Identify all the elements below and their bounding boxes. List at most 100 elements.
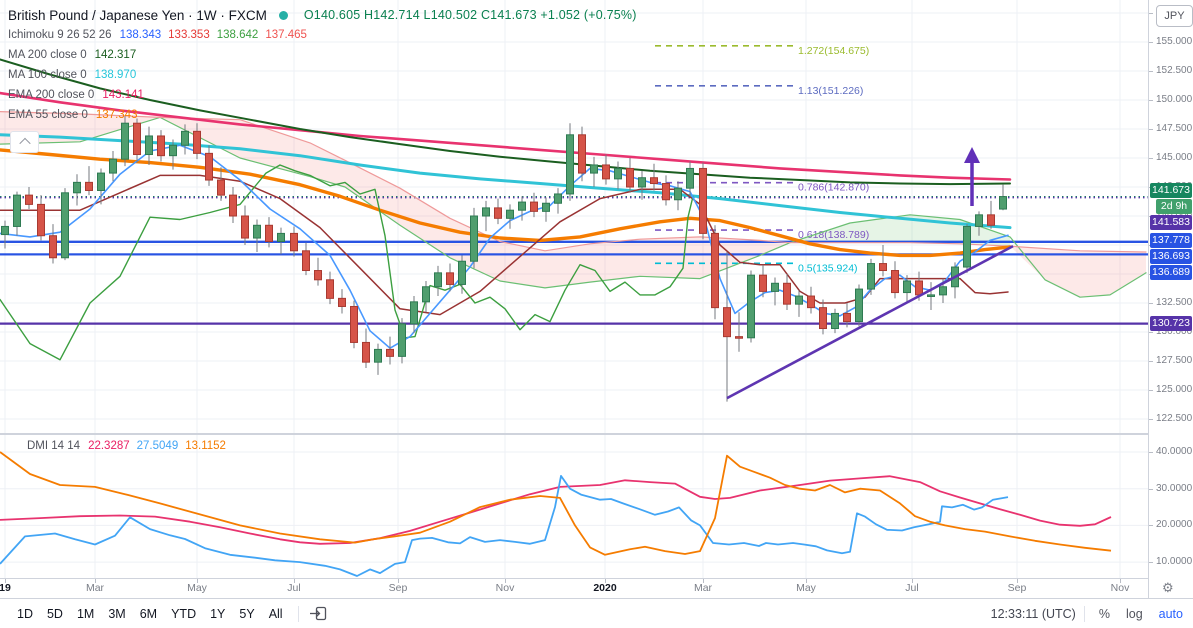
ma200-line [0, 58, 1011, 186]
indicator-name[interactable]: MA 100 close 0 [8, 69, 87, 81]
price-tick-label: 122.500 [1156, 413, 1193, 424]
chart-background [0, 0, 1148, 578]
range-button-1m[interactable]: 1M [76, 606, 95, 621]
range-button-6m[interactable]: 6M [139, 606, 158, 621]
candle-body [650, 177, 658, 185]
indicator-row[interactable]: Ichimoku 9 26 52 26 138.343 133.353 138.642… [8, 25, 637, 45]
dmi-value: 13.1152 [185, 440, 226, 452]
candle-body [458, 260, 466, 285]
candle-body [410, 301, 418, 325]
candle-body [13, 194, 21, 227]
candle-body [891, 270, 899, 294]
fib-level-label: 1.13(151.226) [798, 85, 863, 97]
go-to-date-icon [309, 606, 326, 621]
trendline[interactable] [726, 245, 1014, 400]
candle-body [157, 135, 165, 157]
market-status-icon[interactable] [278, 10, 288, 20]
candle-body [819, 307, 827, 330]
candle-body [711, 232, 719, 309]
candle-body [759, 274, 767, 292]
candle-body [879, 263, 887, 272]
candle-body [939, 286, 947, 296]
fib-level-label: 0.5(135.924) [798, 262, 858, 274]
price-label-badge: 141.673 [1150, 183, 1192, 198]
symbol-title[interactable]: British Pound / Japanese Yen · 1W · FXCM [8, 7, 267, 23]
candle-body [807, 295, 815, 309]
dmi-tick-label: 20.0000 [1156, 519, 1193, 531]
candle-body [169, 144, 177, 157]
indicator-row[interactable]: MA 200 close 0 142.317 [8, 45, 637, 65]
time-axis[interactable]: 19 Mar May Jul Sep Nov 2020 Mar May Jul Sep Nov [0, 578, 1193, 599]
indicator-row[interactable]: MA 100 close 0 138.970 [8, 65, 637, 85]
candle-body [49, 235, 57, 259]
candle-body [277, 232, 285, 243]
time-tick-label: Mar [693, 582, 713, 594]
candle-body [963, 225, 971, 268]
candle-body [61, 192, 69, 259]
indicator-name[interactable]: EMA 200 close 0 [8, 89, 95, 101]
auto-scale-button[interactable]: auto [1158, 606, 1183, 621]
ma100-line [0, 133, 1012, 230]
price-label-badge: 136.693 [1150, 249, 1192, 264]
candle-body [855, 288, 863, 323]
candle-body [735, 336, 743, 339]
indicator-name[interactable]: Ichimoku 9 26 52 26 [8, 29, 112, 41]
indicator-name[interactable]: EMA 55 close 0 [8, 109, 88, 121]
dmi-minus-di-line [0, 451, 1112, 556]
chikou-line [0, 164, 694, 361]
candle-body [109, 158, 117, 174]
candle-body [446, 272, 454, 285]
range-button-all[interactable]: All [268, 606, 283, 621]
candle-body [37, 203, 45, 237]
range-button-5y[interactable]: 5Y [239, 606, 255, 621]
chevron-up-icon [18, 137, 31, 150]
candle-body [253, 224, 261, 239]
arrow-up-icon[interactable] [964, 147, 980, 163]
ema55-line [0, 148, 1012, 258]
candle-body [494, 207, 502, 219]
candle-body [386, 348, 394, 357]
indicator-value: 138.642 [216, 29, 259, 41]
currency-unit-button[interactable]: JPY [1156, 5, 1193, 27]
price-axis[interactable]: 157.500155.000152.500150.000147.500145.0… [1148, 0, 1193, 598]
time-tick-label: Sep [1007, 582, 1027, 594]
bottom-toolbar: 1D 5D 1M 3M 6M YTD 1Y 5Y All 12:33:11 (UTC) % lo… [0, 598, 1193, 628]
candle-body [265, 224, 273, 243]
collapse-pane-button[interactable] [10, 131, 39, 153]
chart-canvas[interactable]: 1.272(154.675) 1.13(151.226) 0.786(142.870… [0, 0, 1148, 578]
indicator-row[interactable]: EMA 200 close 0 143.141 [8, 85, 637, 105]
range-button-1y[interactable]: 1Y [210, 606, 226, 621]
candle-body [1, 225, 9, 236]
candle-body [506, 209, 514, 219]
candle-body [181, 130, 189, 146]
candle-body [831, 312, 839, 330]
time-tick-label: Mar [85, 582, 105, 594]
range-button-1d[interactable]: 1D [17, 606, 33, 621]
indicator-row[interactable]: EMA 55 close 0 137.343 [8, 105, 637, 125]
toolbar-divider [297, 605, 299, 622]
time-tick-label: May [796, 582, 816, 594]
percent-scale-button[interactable]: % [1098, 606, 1110, 621]
candle-body [927, 294, 935, 297]
candle-body [566, 134, 574, 195]
price-label-badge: 130.723 [1150, 316, 1192, 331]
time-tick-label: Jul [905, 582, 919, 594]
candle-body [699, 167, 707, 234]
candle-body [241, 215, 249, 239]
settings-gear-icon[interactable]: ⚙ [1162, 580, 1174, 595]
toolbar-divider [1083, 605, 1085, 622]
log-scale-button[interactable]: log [1125, 606, 1143, 621]
go-to-date-button[interactable] [309, 605, 328, 622]
dmi-plus-di-line [0, 474, 1009, 577]
candle-body [783, 282, 791, 305]
price-tick-label: 130.000 [1156, 326, 1193, 337]
candle-body [25, 194, 33, 205]
range-button-ytd[interactable]: YTD [171, 606, 197, 621]
candle-body [229, 194, 237, 217]
range-button-5d[interactable]: 5D [46, 606, 63, 621]
indicator-name[interactable]: MA 200 close 0 [8, 49, 87, 61]
range-button-3m[interactable]: 3M [108, 606, 126, 621]
dmi-readout[interactable]: DMI 14 14 22.3287 27.5049 13.1152 [27, 440, 233, 452]
clock-utc[interactable]: 12:33:11 (UTC) [990, 606, 1076, 621]
